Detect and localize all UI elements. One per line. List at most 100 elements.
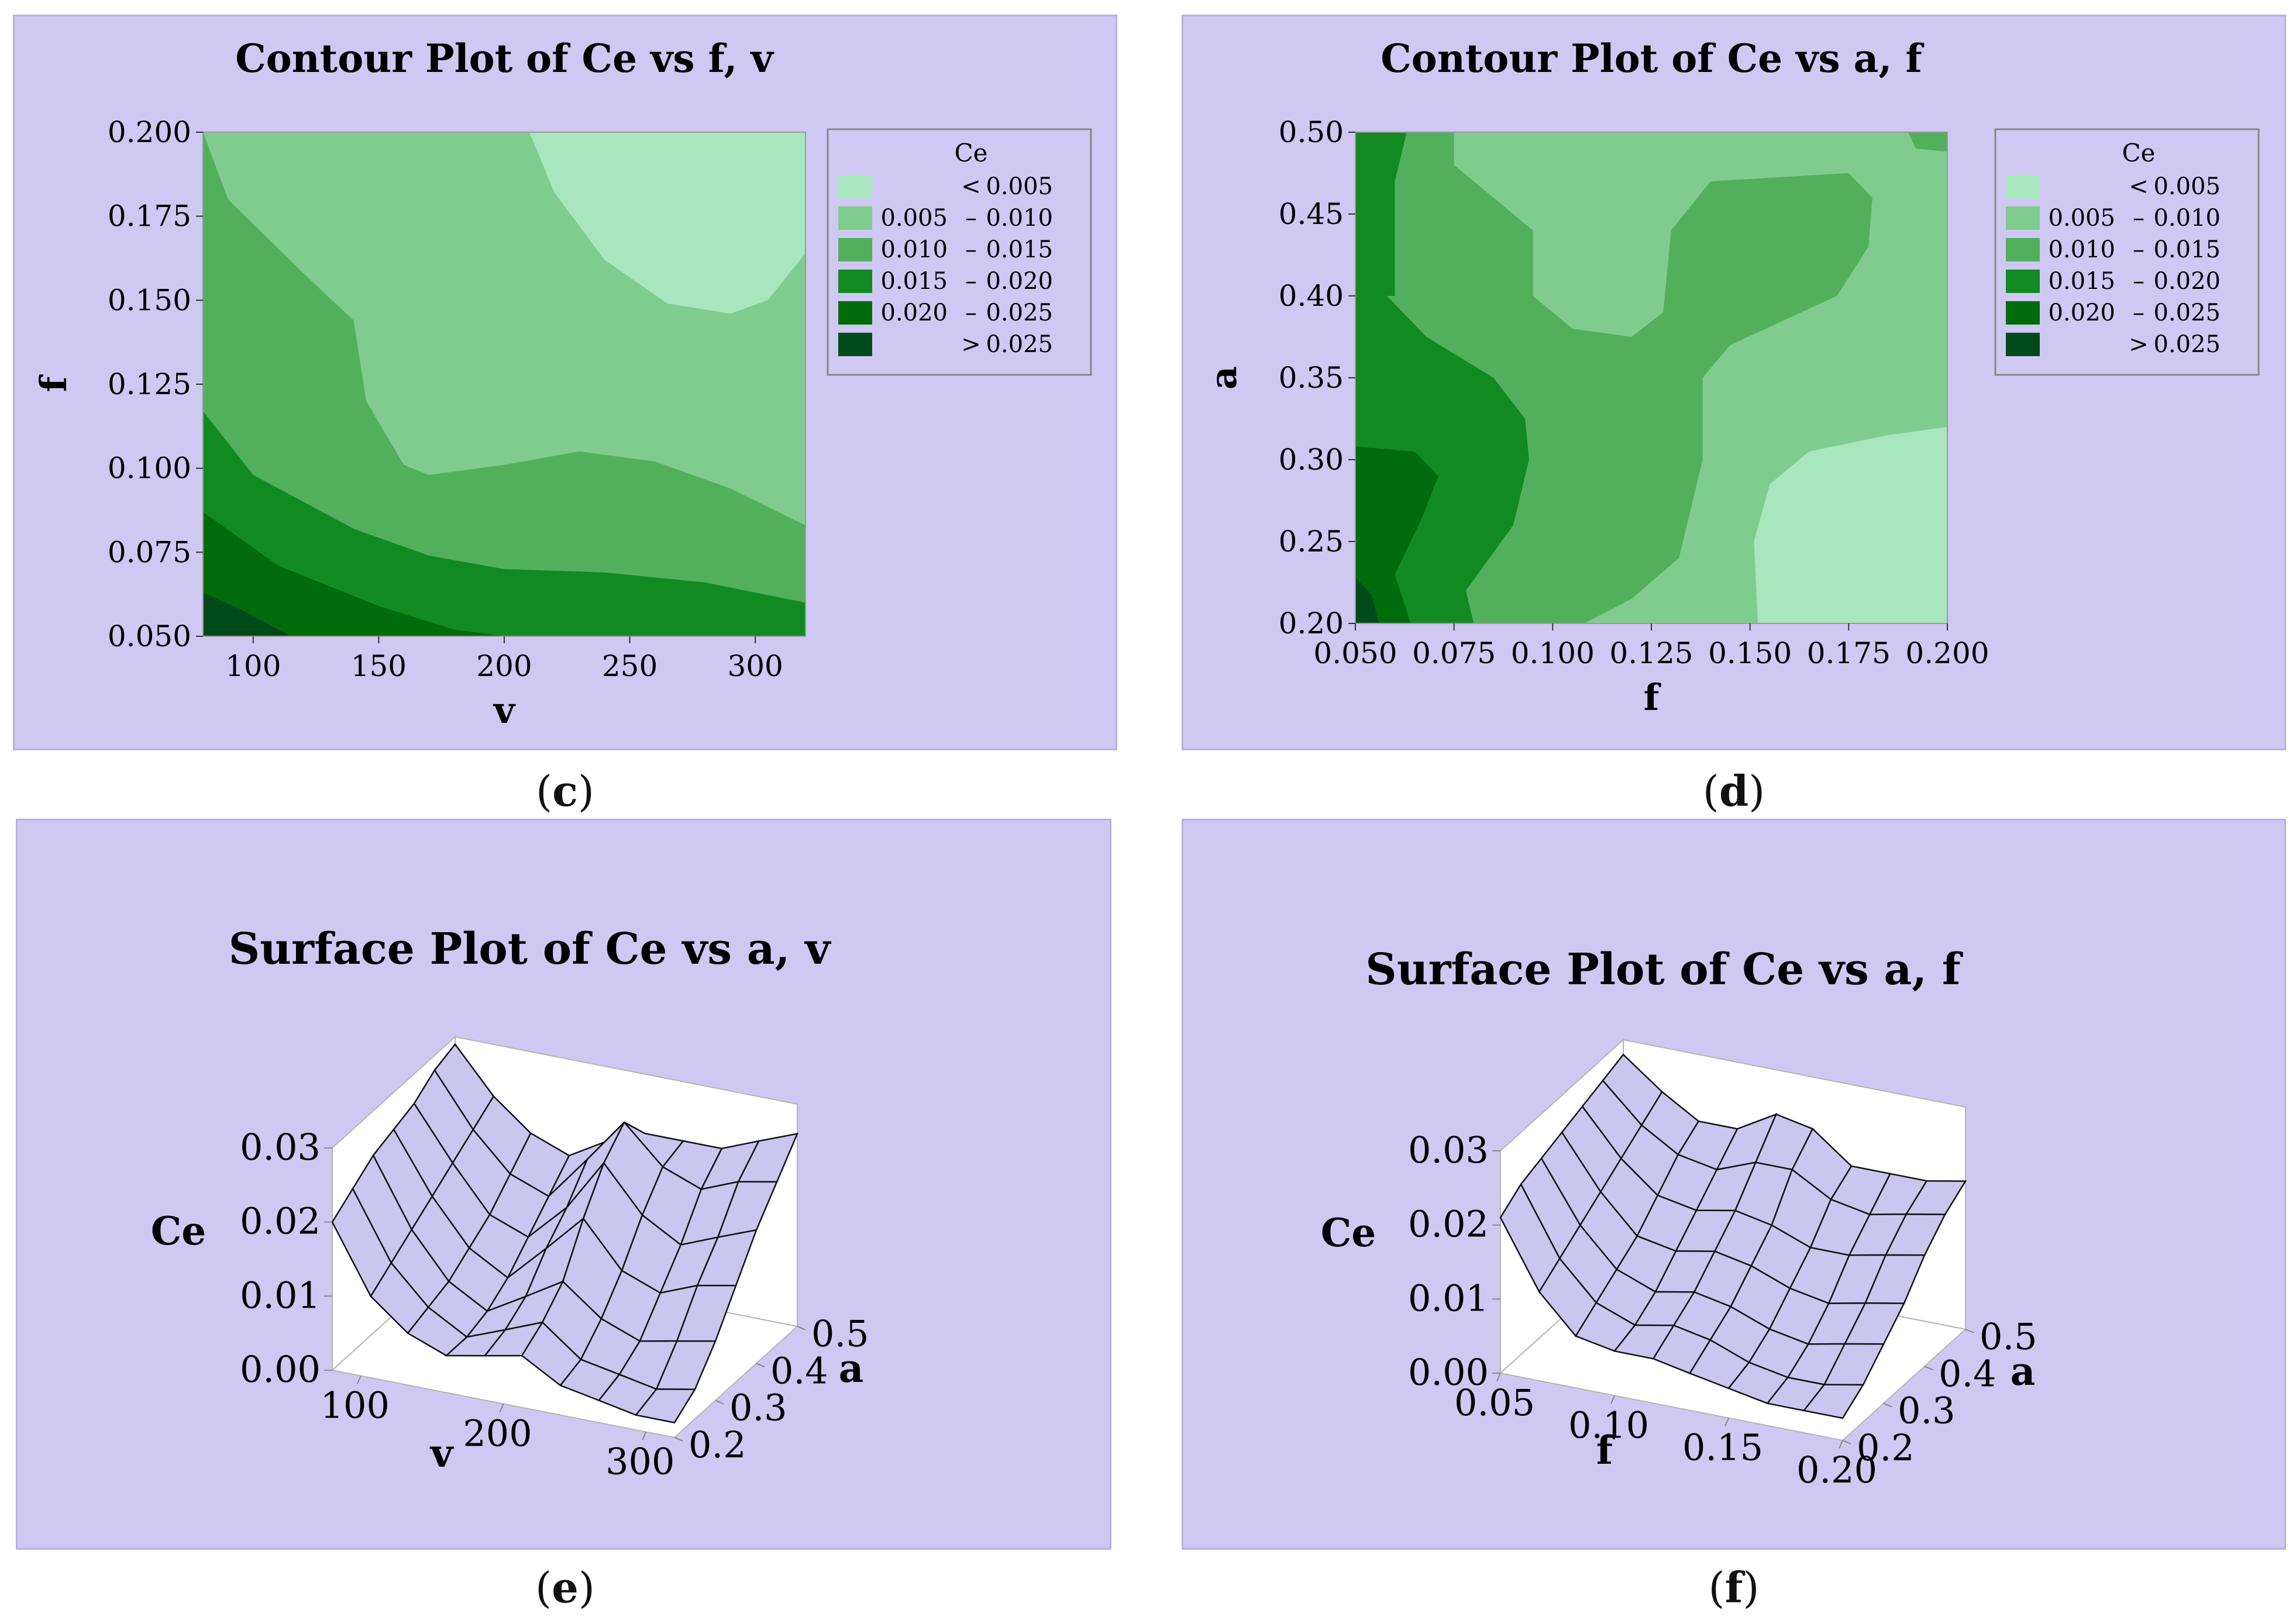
contour-band	[203, 592, 291, 636]
legend-swatch	[838, 301, 872, 325]
chart-title: Surface Plot of Ce vs a, f	[1365, 944, 1963, 995]
x-tick-label: 150	[351, 649, 407, 683]
legend-swatch	[2006, 333, 2040, 356]
x-tick	[642, 1432, 647, 1440]
panel-surface-ce-a-f: Surface Plot of Ce vs a, f 0.00 0.01 0.02 0.…	[1182, 819, 2286, 1550]
z-axis-label: Ce	[151, 1208, 206, 1254]
y-tick	[756, 1363, 765, 1368]
x-tick-label: 300	[727, 649, 783, 683]
legend-op: –	[965, 205, 977, 232]
z-tick-label: 0.03	[1408, 1129, 1489, 1171]
legend-high: 0.025	[986, 331, 1053, 358]
y-tick	[1883, 1402, 1892, 1408]
legend-high: 0.015	[986, 236, 1053, 263]
x-tick-label: 100	[321, 1384, 390, 1427]
z-tick-label: 0.00	[1408, 1351, 1489, 1394]
surface-mesh	[331, 1043, 799, 1424]
surface-plot-e: Surface Plot of Ce vs a, v 0.00 0.01 0.02 0.…	[151, 924, 869, 1482]
y-tick	[1924, 1366, 1933, 1371]
contour-band	[1355, 577, 1379, 623]
y-tick-label: 0.50	[1279, 115, 1344, 149]
x-tick	[1724, 1418, 1729, 1427]
legend-swatch	[2006, 301, 2040, 325]
contour-band	[1355, 132, 1407, 623]
contour-band	[203, 512, 504, 636]
legend-swatch	[2006, 175, 2040, 198]
y-axis-label: f	[32, 374, 75, 392]
legend-op: –	[2133, 268, 2144, 295]
z-tick-label: 0.01	[1408, 1277, 1489, 1319]
legend-swatch	[2006, 238, 2040, 261]
y-tick-label: 0.3	[729, 1387, 787, 1429]
x-tick-label: 100	[225, 649, 281, 683]
contour-band	[1481, 140, 1664, 304]
x-tick-label: 0.175	[1807, 636, 1891, 670]
contour-fills	[203, 132, 806, 636]
y-tick-label: 0.3	[1898, 1389, 1956, 1432]
y-tick	[1842, 1440, 1851, 1444]
y-tick	[797, 1326, 806, 1330]
contour-plot-d: Contour Plot of Ce vs a, f 0.050 0.075 0.10…	[1202, 36, 2260, 719]
x-tick-label: 0.100	[1511, 636, 1595, 670]
y-tick-label: 0.40	[1279, 279, 1344, 313]
y-tick-label: 0.5	[811, 1312, 869, 1355]
y-tick-label: 0.4	[770, 1349, 828, 1392]
legend-op: –	[965, 236, 977, 263]
x-tick-label: 0.200	[1905, 636, 1989, 670]
y-axis-label: a	[2011, 1349, 2036, 1394]
legend-low: 0.020	[2048, 299, 2115, 326]
y-axis-label: a	[839, 1346, 864, 1391]
contour-fills	[1355, 132, 1947, 623]
x-tick-label: 0.050	[1313, 636, 1397, 670]
legend-high: 0.025	[2153, 299, 2221, 326]
legend-high: 0.005	[2153, 173, 2221, 200]
y-tick-label: 0.2	[689, 1423, 746, 1466]
legend-op: <	[961, 173, 981, 200]
y-tick-label: 0.175	[108, 199, 191, 233]
x-axis-label: f	[1596, 1428, 1615, 1473]
legend-swatch	[838, 333, 872, 356]
y-tick-label: 0.200	[108, 115, 191, 149]
legend-low: 0.005	[2048, 205, 2115, 232]
legend-frame	[1994, 128, 2260, 376]
legend-frame	[827, 128, 1092, 376]
x-tick-label: 0.10	[1568, 1404, 1649, 1446]
legend-swatch	[838, 206, 872, 230]
panel-contour-ce-v-f: Contour Plot of Ce vs f, v 100 150 200 250 30…	[13, 15, 1117, 750]
y-tick-label: 0.075	[108, 535, 191, 569]
legend-swatch	[838, 270, 872, 293]
legend-op: >	[961, 331, 981, 358]
legend-high: 0.020	[986, 268, 1053, 295]
legend-op: >	[2129, 331, 2149, 358]
surface-plot-f: Surface Plot of Ce vs a, f 0.00 0.01 0.02 0.…	[1321, 944, 2037, 1491]
legend: Ce< 0.0050.005–0.0100.010–0.0150.015–0.02…	[827, 128, 1092, 376]
surface-cell	[1802, 1384, 1865, 1419]
legend-low: 0.005	[880, 205, 948, 232]
legend-swatch	[838, 238, 872, 261]
y-tick-label: 0.4	[1939, 1352, 1996, 1395]
legend-op: –	[2133, 205, 2144, 232]
y-tick-label: 0.2	[1857, 1426, 1915, 1469]
contour-band	[529, 132, 806, 314]
y-tick-label: 0.25	[1279, 525, 1344, 558]
caption-d: (d)	[1702, 766, 1765, 816]
panel-contour-ce-a-f: Contour Plot of Ce vs a, f 0.050 0.075 0.10…	[1182, 15, 2286, 750]
x-tick-label: 300	[605, 1440, 674, 1482]
x-tick	[1839, 1440, 1843, 1449]
y-tick-label: 0.35	[1279, 361, 1344, 395]
z-tick-label: 0.02	[240, 1200, 321, 1243]
legend-swatch	[2006, 270, 2040, 293]
y-tick-label: 0.45	[1279, 197, 1344, 231]
y-tick	[674, 1437, 683, 1442]
y-tick-label: 0.125	[108, 367, 191, 401]
z-tick-label: 0.03	[240, 1126, 321, 1168]
x-tick-label: 200	[476, 649, 532, 683]
y-tick-label: 0.050	[108, 619, 191, 653]
y-tick-label: 0.30	[1279, 443, 1344, 477]
surface-cell	[634, 1388, 697, 1424]
legend-op: <	[2129, 173, 2149, 200]
legend-high: 0.015	[2153, 236, 2221, 263]
x-tick	[1496, 1373, 1501, 1382]
x-tick	[499, 1404, 504, 1412]
y-tick-label: 0.5	[1980, 1315, 2037, 1358]
